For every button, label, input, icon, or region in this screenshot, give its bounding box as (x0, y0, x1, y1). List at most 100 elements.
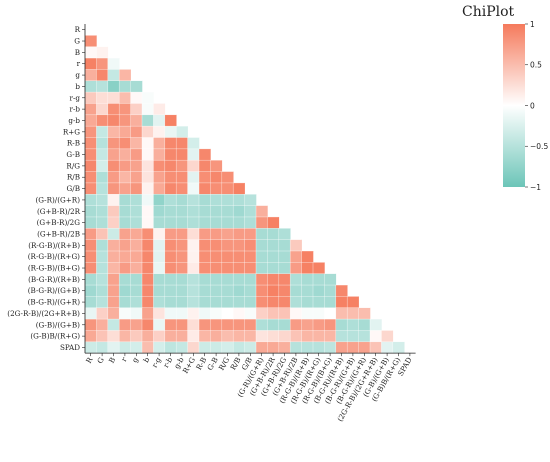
heatmap-cell (130, 148, 143, 161)
heatmap-cell (290, 307, 302, 320)
heatmap-cell (96, 262, 109, 274)
heatmap-cell (210, 296, 223, 309)
heatmap-cell (96, 114, 109, 127)
heatmap-cell (199, 216, 211, 229)
heatmap-cell (267, 262, 280, 274)
heatmap-cell (96, 239, 109, 252)
heatmap-cell (233, 319, 245, 331)
heatmap-cell (210, 194, 223, 206)
heatmap-cell (130, 251, 143, 263)
heatmap-cell (142, 228, 154, 240)
heatmap-cell (96, 307, 109, 320)
heatmap-cell (153, 228, 166, 240)
heatmap-cell (324, 319, 337, 331)
heatmap-cell (130, 239, 143, 252)
heatmap-cell (164, 137, 177, 150)
row-label: R (75, 25, 81, 34)
heatmap-cell (142, 251, 154, 263)
heatmap-cell (267, 251, 280, 263)
heatmap-cell (153, 216, 166, 229)
heatmap-cell (210, 273, 223, 286)
heatmap-cell (233, 273, 245, 286)
heatmap-cell (256, 205, 268, 218)
heatmap-cell (107, 137, 120, 150)
heatmap-cell (96, 273, 109, 286)
heatmap-cell (164, 330, 177, 343)
heatmap-cell (96, 251, 109, 263)
heatmap-cell (313, 330, 325, 343)
heatmap-cell (164, 251, 177, 263)
heatmap-cell (176, 194, 188, 206)
heatmap-cell (210, 182, 223, 195)
row-label: r (77, 59, 81, 68)
heatmap-cell (233, 182, 245, 195)
heatmap-cell (142, 319, 154, 331)
heatmap-cell (176, 126, 188, 138)
row-label: g (75, 71, 80, 80)
heatmap-cell (142, 182, 154, 195)
heatmap-cell (199, 251, 211, 263)
heatmap-cell (278, 307, 291, 320)
heatmap-cell (210, 216, 223, 229)
heatmap-cell (199, 319, 211, 331)
heatmap-cell (107, 273, 120, 286)
heatmap-cell (164, 148, 177, 161)
heatmap-cell (119, 80, 131, 93)
heatmap-cell (119, 262, 131, 274)
heatmap-cell (301, 296, 314, 309)
heatmap-cell (153, 171, 166, 184)
heatmap-cell (221, 273, 234, 286)
heatmap-cell (130, 92, 143, 104)
heatmap-cell (85, 285, 97, 297)
row-label: (2G-R-B)/(2G+R+B) (7, 309, 80, 318)
heatmap-cell (267, 285, 280, 297)
row-label: (R-G-B)/(R+B) (28, 241, 80, 250)
heatmap-cell (85, 148, 97, 161)
heatmap-cell (256, 239, 268, 252)
heatmap-cell (187, 182, 200, 195)
row-label: (G-R)/(G+R) (35, 195, 80, 204)
row-label: (B-G-R)/(G+B) (28, 286, 80, 295)
heatmap-cell (278, 296, 291, 309)
heatmap-cell (153, 239, 166, 252)
heatmap-cell (221, 296, 234, 309)
heatmap-cell (142, 285, 154, 297)
heatmap-cell (244, 296, 257, 309)
heatmap-cell (130, 341, 143, 354)
heatmap-cell (347, 341, 359, 354)
heatmap-cell (256, 296, 268, 309)
heatmap-cell (335, 307, 348, 320)
heatmap-cell (107, 194, 120, 206)
heatmap-cell (358, 319, 371, 331)
heatmap-cell (244, 285, 257, 297)
heatmap-cell (278, 285, 291, 297)
heatmap-cell (278, 251, 291, 263)
heatmap-cell (313, 262, 325, 274)
heatmap-cell (107, 262, 120, 274)
heatmap-cell (107, 80, 120, 93)
heatmap-cell (153, 307, 166, 320)
column-label: r-g (150, 355, 163, 369)
heatmap-cell (96, 194, 109, 206)
heatmap-cell (130, 137, 143, 150)
heatmap-cell (164, 194, 177, 206)
heatmap-cell (130, 205, 143, 218)
heatmap-cell (187, 296, 200, 309)
heatmap-cell (347, 319, 359, 331)
heatmap-cell (244, 216, 257, 229)
heatmap-cell (119, 285, 131, 297)
heatmap-cell (290, 330, 302, 343)
heatmap-cell (358, 341, 371, 354)
heatmap-cell (221, 239, 234, 252)
heatmap-cell (164, 171, 177, 184)
heatmap-cell (85, 330, 97, 343)
heatmap-cell (142, 262, 154, 274)
heatmap-cell (210, 228, 223, 240)
heatmap-cell (96, 205, 109, 218)
heatmap-cell (142, 114, 154, 127)
heatmap-cell (256, 330, 268, 343)
heatmap-cell (187, 205, 200, 218)
heatmap-cell (142, 296, 154, 309)
heatmap-cell (164, 114, 177, 127)
